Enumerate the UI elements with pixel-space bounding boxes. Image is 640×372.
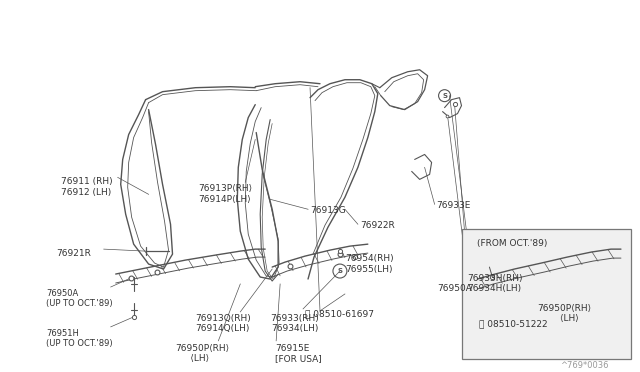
Text: 76922R: 76922R [360,221,395,230]
Text: 76913Q(RH)
76914Q(LH): 76913Q(RH) 76914Q(LH) [195,314,251,333]
Text: 76954(RH)
76955(LH): 76954(RH) 76955(LH) [345,254,394,273]
Text: 76950A: 76950A [438,284,472,293]
Text: 76950A
(UP TO OCT.'89): 76950A (UP TO OCT.'89) [46,289,113,308]
Text: 76921R: 76921R [56,249,91,258]
Text: 76950P⟨RH⟩
        ⟨LH⟩: 76950P⟨RH⟩ ⟨LH⟩ [537,304,591,323]
Text: 76933E: 76933E [436,201,471,210]
Text: 76913P⟨RH⟩
76914P⟨LH⟩: 76913P⟨RH⟩ 76914P⟨LH⟩ [198,185,253,204]
Text: 76911 (RH)
76912 (LH): 76911 (RH) 76912 (LH) [61,177,113,197]
Text: (FROM OCT.'89): (FROM OCT.'89) [477,239,548,248]
Text: 76951H
(UP TO OCT.'89): 76951H (UP TO OCT.'89) [46,329,113,348]
Text: 76913G: 76913G [310,206,346,215]
Text: 76933H(RH)
76934H(LH): 76933H(RH) 76934H(LH) [467,274,523,294]
Bar [461,229,631,359]
Text: Ⓢ 08510-61697: Ⓢ 08510-61697 [305,309,374,318]
Text: ^769*0036: ^769*0036 [561,361,609,370]
Text: Ⓢ 08510-51222: Ⓢ 08510-51222 [479,319,548,328]
Text: 76933(RH)
76934(LH): 76933(RH) 76934(LH) [271,314,319,333]
Text: 76915E
[FOR USA]: 76915E [FOR USA] [275,344,322,363]
Text: S: S [442,93,447,99]
Text: 76950P⟨RH⟩
     ⟨LH⟩: 76950P⟨RH⟩ ⟨LH⟩ [175,344,230,363]
Text: S: S [337,268,342,274]
